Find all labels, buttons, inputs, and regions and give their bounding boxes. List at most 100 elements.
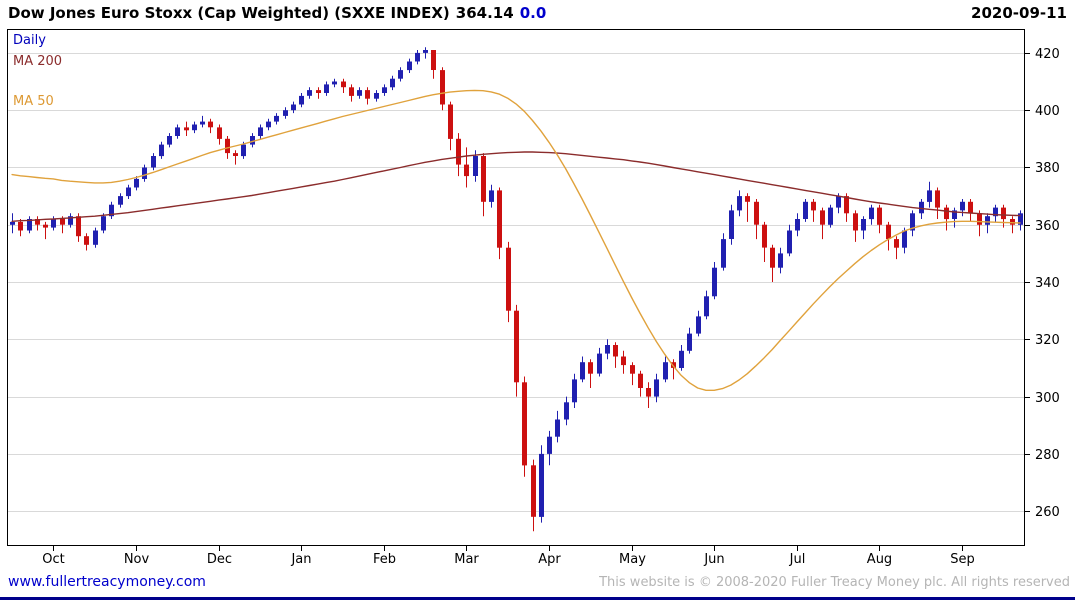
price-change: 0.0 [519,4,547,22]
candle-body [200,121,205,125]
candle-body [473,156,478,176]
candle-body [1010,219,1015,225]
candle-body [1018,213,1023,225]
candle-body [754,201,759,225]
candle-body [382,87,387,93]
y-tick-label: 360 [1035,219,1060,234]
x-tick-label: Nov [124,552,150,567]
x-tick-label: Mar [454,552,479,567]
candle-body [613,345,618,357]
candle-body [547,436,552,454]
candle-body [464,164,469,177]
candle-body [407,61,412,71]
candle-body [770,247,775,268]
candle-body [844,196,849,214]
y-tick-label: 400 [1035,104,1060,119]
candle-body [737,196,742,211]
y-tick-label: 280 [1035,448,1060,463]
candle-body [241,144,246,157]
candle-body [481,156,486,202]
x-tick-label: Aug [867,552,892,567]
candle-body [952,210,957,219]
candle-body [109,204,114,217]
candle-body [101,216,106,231]
candle-body [1001,207,1006,220]
candle-body [787,230,792,254]
candle-body [828,207,833,225]
candle-body [861,219,866,231]
candle-body [167,136,172,145]
site-link[interactable]: www.fullertreacymoney.com [8,574,206,590]
candle-body [605,345,610,354]
candle-body [654,379,659,397]
candle-body [258,127,263,136]
candle-body [489,190,494,202]
candle-body [910,213,915,231]
y-tick-label: 340 [1035,276,1060,291]
candle-body [118,196,123,205]
last-price: 364.14 [455,4,514,22]
candle-body [423,50,428,53]
y-tick-label: 420 [1035,47,1060,62]
candle-body [68,216,73,225]
candle-body [869,207,874,220]
candle-body [448,104,453,139]
candle-body [43,224,48,228]
candle-body [993,207,998,217]
candle-body [621,356,626,366]
candle-body [332,81,337,85]
candle-body [431,50,436,70]
candle-body [506,247,511,311]
x-tick-label: Dec [207,552,232,567]
candle-body [630,365,635,374]
candle-body [977,213,982,225]
candle-body [514,310,519,383]
candle-body [225,138,230,154]
candle-body [795,219,800,231]
candle-body [960,201,965,211]
candle-body [497,190,502,248]
candle-body [291,104,296,111]
candle-body [679,350,684,368]
ma200-line [11,151,1021,223]
candle-body [134,178,139,188]
candle-body [283,110,288,116]
candle-body [456,138,461,165]
candle-body [27,219,32,231]
candle-body [671,362,676,368]
candle-body [820,210,825,225]
x-tick-label: Jul [789,552,806,567]
candle-body [126,187,131,197]
candle-body [184,127,189,131]
y-tick-label: 300 [1035,391,1060,406]
candle-body [299,95,304,105]
candle-body [729,210,734,239]
candle-body [175,127,180,136]
copyright-text: This website is © 2008-2020 Fuller Treac… [599,575,1070,590]
candle-body [60,219,65,225]
candle-body [803,201,808,219]
candle-body [663,362,668,380]
candle-body [35,219,40,225]
candle-body [745,196,750,202]
candle-body [93,230,98,245]
candle-body [398,70,403,79]
candle-body [324,84,329,93]
candle-body [927,190,932,202]
candle-body [316,90,321,93]
x-tick-label: Apr [538,552,561,567]
x-tick-label: Oct [42,552,64,567]
candle-body [341,81,346,88]
candle-body [208,121,213,128]
candle-body [349,87,354,96]
candle-body [704,296,709,317]
candle-body [762,224,767,248]
candle-body [638,373,643,388]
candle-body [76,216,81,237]
candle-body [18,221,23,231]
candle-body [902,230,907,248]
candle-body [390,78,395,88]
x-tick-label: Jun [703,552,724,567]
x-tick-label: May [619,552,646,567]
